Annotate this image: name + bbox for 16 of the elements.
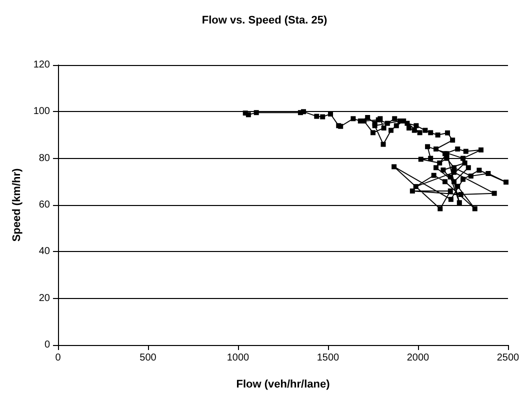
x-tick-label: 500 [140, 352, 157, 364]
x-tick-label: 1000 [226, 352, 250, 364]
x-axis-title: Flow (veh/hr/lane) [236, 378, 330, 390]
x-tick-label: 1500 [316, 352, 340, 364]
y-tick-label: 40 [38, 246, 50, 258]
y-tick-label: 0 [44, 340, 50, 350]
x-tick-label: 0 [55, 352, 62, 364]
chart-title: Flow vs. Speed (Sta. 25) [202, 14, 328, 26]
y-tick-label: 120 [33, 60, 50, 70]
y-tick-label: 80 [38, 152, 50, 164]
y-axis-title: Speed (km/hr) [10, 168, 23, 242]
y-tick-label: 20 [38, 292, 50, 304]
x-tick-label: 2000 [406, 352, 430, 364]
y-tick-label: 100 [33, 106, 50, 118]
y-tick-label: 60 [38, 200, 50, 210]
x-tick-label: 2500 [496, 352, 520, 364]
